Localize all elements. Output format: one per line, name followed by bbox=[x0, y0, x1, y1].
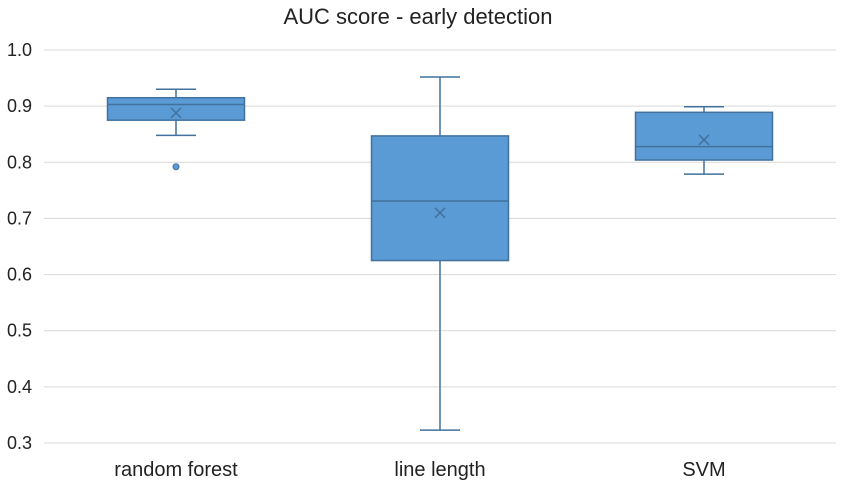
x-category-label: random forest bbox=[114, 459, 238, 481]
x-category-label: line length bbox=[394, 459, 485, 481]
box-group bbox=[634, 105, 774, 175]
y-axis-ticks: 0.3 0.4 0.5 0.6 0.7 0.8 0.9 1.0 bbox=[7, 40, 32, 453]
y-tick-label: 1.0 bbox=[7, 40, 32, 60]
mean-marker bbox=[434, 207, 446, 219]
box-group bbox=[106, 88, 246, 171]
y-tick-label: 0.3 bbox=[7, 433, 32, 453]
y-tick-label: 0.5 bbox=[7, 321, 32, 341]
x-axis-categories: random forest line length SVM bbox=[114, 459, 725, 481]
iqr-box bbox=[634, 111, 774, 161]
outlier-point bbox=[172, 163, 180, 171]
box-series bbox=[106, 76, 774, 431]
x-category-label: SVM bbox=[682, 459, 725, 481]
y-tick-label: 0.4 bbox=[7, 377, 32, 397]
iqr-box bbox=[106, 96, 246, 121]
box-group bbox=[370, 76, 510, 431]
mean-marker bbox=[170, 107, 182, 119]
y-tick-label: 0.6 bbox=[7, 265, 32, 285]
mean-marker bbox=[698, 134, 710, 146]
y-tick-label: 0.9 bbox=[7, 96, 32, 116]
y-tick-label: 0.8 bbox=[7, 152, 32, 172]
iqr-box bbox=[370, 135, 510, 262]
chart-title: AUC score - early detection bbox=[284, 4, 553, 29]
y-tick-label: 0.7 bbox=[7, 208, 32, 228]
